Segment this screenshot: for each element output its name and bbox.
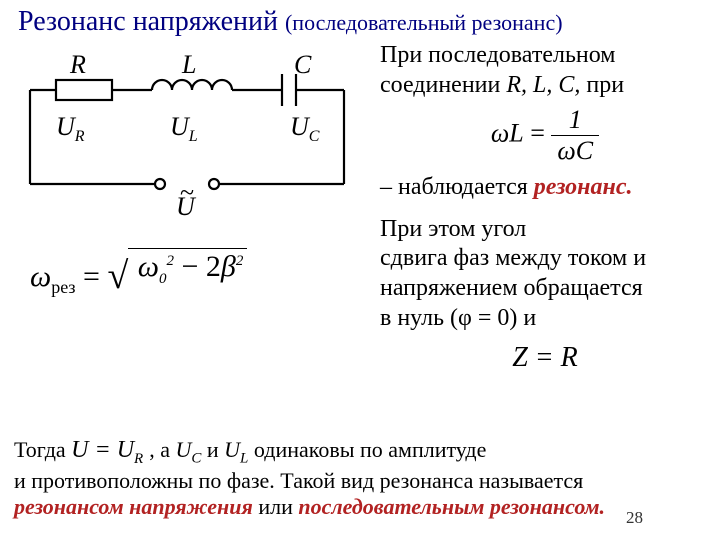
t1: Тогда	[14, 437, 71, 462]
eq: =	[83, 260, 107, 293]
w0: ω	[138, 250, 159, 283]
formula-omega-res: ωрез = √ ω02 − 2β2	[30, 252, 247, 298]
p3d: в нуль (φ = 0) и	[380, 305, 710, 333]
resonance-condition: ωL = 1 ωC	[380, 105, 710, 166]
bottom-text: Тогда U = UR , а UC и UL одинаковы по ам…	[14, 436, 708, 520]
bottom-line2: и противоположны по фазе. Такой вид резо…	[14, 468, 708, 494]
beta: β	[221, 250, 236, 283]
label-UR: UR	[56, 112, 85, 146]
bottom-line1: Тогда U = UR , а UC и UL одинаковы по ам…	[14, 436, 708, 468]
t5b: или	[253, 494, 299, 519]
uc: U	[175, 437, 191, 462]
t3: одинаковы по амплитуде	[254, 437, 487, 462]
beta-sq: 2	[236, 253, 244, 269]
t2: , а	[149, 437, 175, 462]
p1d: при	[580, 72, 624, 98]
ul: U	[224, 437, 240, 462]
uc-sub: C	[191, 450, 201, 466]
label-Utilde: ~ U	[176, 192, 195, 222]
title-main: Резонанс напряжений	[18, 6, 278, 37]
minus: − 2	[181, 250, 220, 283]
label-C: C	[294, 50, 311, 80]
title-sub: (последовательный резонанс)	[285, 10, 563, 35]
ul-sub: L	[240, 450, 248, 466]
p1a: При последовательном	[380, 42, 710, 70]
w0-0: 0	[159, 271, 167, 287]
page-number: 28	[626, 508, 643, 528]
UC-u: U	[290, 112, 309, 141]
and: и	[207, 437, 224, 462]
UR-u: U	[56, 112, 75, 141]
cond-eq: =	[530, 119, 551, 148]
w0-2: 2	[166, 253, 174, 269]
p1c: R, L, C,	[506, 72, 580, 98]
t5a: резонансом напряжения	[14, 494, 253, 519]
p2a: – наблюдается	[380, 174, 534, 200]
p2: – наблюдается резонанс.	[380, 174, 710, 202]
UR-sub: R	[75, 128, 85, 145]
p3c: напряжением обращается	[380, 275, 710, 303]
label-UL: UL	[170, 112, 198, 146]
t5c: последовательным резонансом.	[298, 494, 605, 519]
label-UC: UC	[290, 112, 319, 146]
p3b: сдвига фаз между током и	[380, 245, 710, 273]
label-L: L	[182, 50, 196, 80]
formula-ZR: Z = R	[380, 342, 710, 374]
circuit-diagram: R L C UR UL UC ~ U	[14, 50, 364, 230]
p2b: резонанс.	[534, 174, 633, 200]
slide-title: Резонанс напряжений (последовательный ре…	[18, 6, 563, 38]
label-R: R	[70, 50, 86, 80]
UL-sub: L	[189, 128, 198, 145]
uur: U = U	[71, 437, 134, 463]
p1b: соединении	[380, 72, 506, 98]
omega: ω	[30, 260, 51, 293]
cond-den: ωC	[551, 136, 599, 166]
UL-u: U	[170, 112, 189, 141]
cond-num: 1	[551, 105, 599, 136]
right-column: При последовательном соединении R, L, C,…	[380, 40, 710, 374]
uur-sub: R	[134, 451, 143, 467]
UC-sub: C	[309, 128, 320, 145]
p1b-line: соединении R, L, C, при	[380, 72, 710, 100]
omega-sub: рез	[51, 277, 75, 297]
omegaL: ωL	[491, 119, 524, 148]
bottom-line3: резонансом напряжения или последовательн…	[14, 494, 708, 520]
p3a: При этом угол	[380, 216, 710, 244]
